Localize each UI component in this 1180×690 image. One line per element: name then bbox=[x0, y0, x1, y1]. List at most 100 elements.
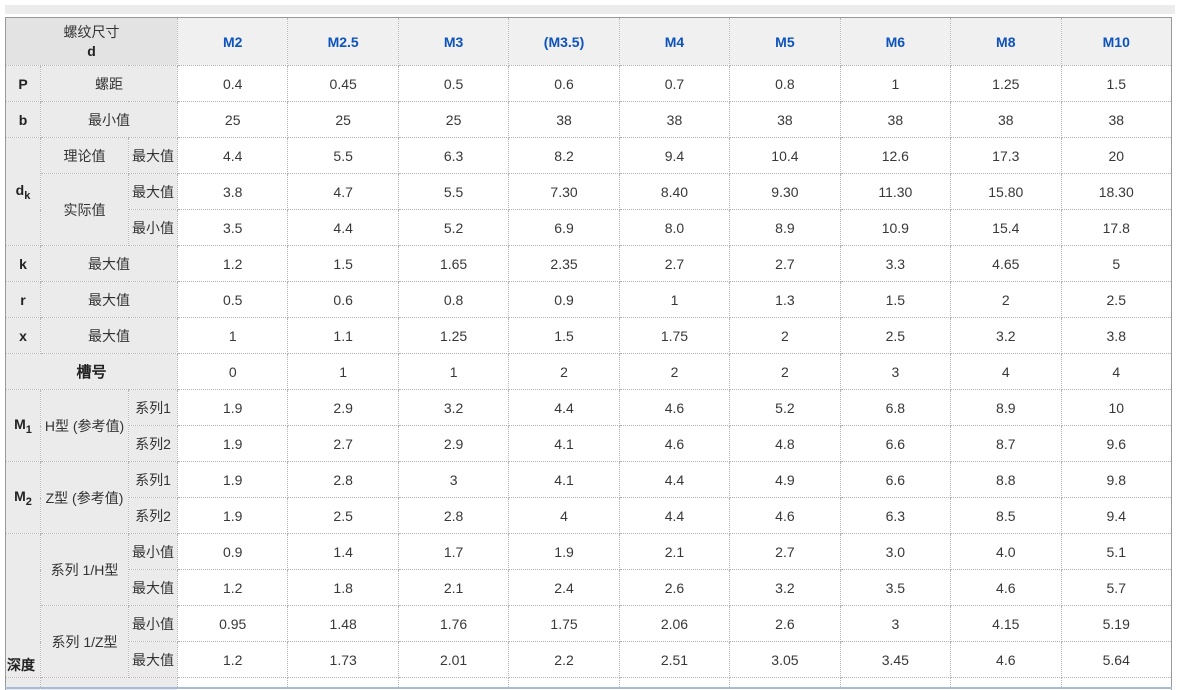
data-cell: 1.5 bbox=[839, 281, 952, 318]
top-scroll-strip bbox=[5, 5, 1175, 14]
data-cell: 0.45 bbox=[287, 65, 399, 102]
row-m1-series2: 系列2 1.9 2.7 2.9 4.1 4.6 4.8 6.6 8.7 9.6 bbox=[6, 425, 1172, 462]
data-cell: 3.5 bbox=[839, 569, 952, 606]
data-cell: 6.3 bbox=[839, 497, 952, 534]
row-depth-h-min: 深度 系列 1/H型 最小值 0.9 1.4 1.7 1.9 2.1 2.7 3.0 4.0 5… bbox=[5, 533, 1172, 678]
viewport-bottom-divider bbox=[5, 687, 1172, 689]
data-cell: 4 bbox=[1060, 353, 1172, 390]
data-cell: 5.19 bbox=[1060, 605, 1172, 642]
row-label-m1-series1: 系列1 bbox=[128, 389, 178, 426]
data-cell: 9.4 bbox=[618, 137, 731, 174]
data-cell: 4.6 bbox=[950, 569, 1062, 606]
data-cell: 4.0 bbox=[950, 533, 1062, 570]
screw-thread-dimensions-table: 螺纹尺寸 d M2 M2.5 M3 (M3.5) M4 M5 M6 M8 M10 P 螺距 0.… bbox=[5, 17, 1172, 690]
data-cell: 7.30 bbox=[508, 173, 620, 210]
data-cell: 5.7 bbox=[1060, 569, 1172, 606]
corner-symbol-d: d bbox=[87, 42, 96, 59]
data-cell: 4.4 bbox=[176, 137, 289, 174]
data-cell: 1.2 bbox=[176, 569, 289, 606]
data-cell: 2.8 bbox=[397, 497, 510, 534]
data-cell: 1.9 bbox=[176, 389, 289, 426]
data-cell: 2 bbox=[508, 353, 620, 390]
data-cell: 17.3 bbox=[950, 137, 1062, 174]
data-cell: 0.7 bbox=[618, 65, 731, 102]
data-cell: 38 bbox=[729, 101, 841, 138]
row-dk-actual-max: 实际值 最大值 3.8 4.7 5.5 7.30 8.40 9.30 11.30 15.80 1… bbox=[6, 173, 1172, 246]
dk-base: d bbox=[15, 181, 25, 198]
data-cell: 2 bbox=[729, 317, 841, 354]
data-cell: 6.6 bbox=[839, 425, 952, 462]
row-label-m2-series1: 系列1 bbox=[128, 461, 178, 498]
row-pitch: P 螺距 0.4 0.45 0.5 0.6 0.7 0.8 1 1.25 1.5 bbox=[5, 65, 1172, 102]
data-cell: 3.3 bbox=[839, 245, 952, 282]
data-cell: 4.6 bbox=[950, 641, 1062, 678]
data-cell: 1.3 bbox=[729, 281, 841, 318]
row-label-depth-h-max: 最大值 bbox=[128, 569, 178, 606]
data-cell: 10.4 bbox=[729, 137, 841, 174]
partial-label-cell bbox=[40, 677, 178, 690]
row-symbol-x: x bbox=[5, 317, 41, 354]
data-cell: 15.4 bbox=[950, 209, 1062, 246]
row-label-depth-h: 系列 1/H型 bbox=[40, 533, 129, 606]
data-cell: 5 bbox=[1060, 245, 1172, 282]
column-header: M4 bbox=[618, 17, 731, 66]
row-label-depth-z-min: 最小值 bbox=[128, 605, 178, 642]
column-header: M2.5 bbox=[287, 17, 399, 66]
data-cell: 8.5 bbox=[950, 497, 1062, 534]
m1-base: M bbox=[14, 415, 26, 432]
data-cell: 9.6 bbox=[1060, 425, 1172, 462]
data-cell: 8.7 bbox=[950, 425, 1062, 462]
data-cell: 8.9 bbox=[950, 389, 1062, 426]
data-cell: 2.51 bbox=[618, 641, 731, 678]
data-cell: 1.76 bbox=[397, 605, 510, 642]
column-header: M2 bbox=[176, 17, 289, 66]
row-label-pitch: 螺距 bbox=[40, 65, 178, 102]
data-cell: 1 bbox=[618, 281, 731, 318]
column-header: M3 bbox=[397, 17, 510, 66]
data-cell: 1.2 bbox=[176, 641, 289, 678]
data-cell: 2.6 bbox=[618, 569, 731, 606]
row-label-b-min: 最小值 bbox=[40, 101, 178, 138]
row-symbol-dk: dk bbox=[5, 137, 41, 246]
data-cell: 0.9 bbox=[508, 281, 620, 318]
data-cell: 2.9 bbox=[287, 389, 399, 426]
row-dk-actual-min: 最小值 3.5 4.4 5.2 6.9 8.0 8.9 10.9 15.4 17.8 bbox=[6, 209, 1172, 246]
data-cell: 1.1 bbox=[287, 317, 399, 354]
data-cell: 25 bbox=[176, 101, 289, 138]
data-cell: 2.01 bbox=[397, 641, 510, 678]
data-cell: 1.5 bbox=[1060, 65, 1172, 102]
data-cell: 2.06 bbox=[618, 605, 731, 642]
data-cell: 1.7 bbox=[397, 533, 510, 570]
data-cell: 4.8 bbox=[729, 425, 841, 462]
data-cell: 1.65 bbox=[397, 245, 510, 282]
column-header: M8 bbox=[950, 17, 1062, 66]
data-cell: 8.8 bbox=[950, 461, 1062, 498]
row-label-dk-actual-min: 最小值 bbox=[128, 209, 178, 246]
data-cell: 1.8 bbox=[287, 569, 399, 606]
row-label-m1-series2: 系列2 bbox=[128, 425, 178, 462]
data-cell: 1.4 bbox=[287, 533, 399, 570]
data-cell bbox=[176, 677, 289, 690]
data-cell: 1.5 bbox=[287, 245, 399, 282]
row-label-m1-type: H型 (参考值) bbox=[40, 389, 129, 462]
row-label-x-max: 最大值 bbox=[40, 317, 178, 354]
data-cell: 1 bbox=[397, 353, 510, 390]
partial-row-clipped bbox=[5, 677, 1172, 690]
row-symbol-m2: M2 bbox=[5, 461, 41, 534]
data-cell: 4.7 bbox=[287, 173, 399, 210]
row-symbol-depth: 深度 bbox=[5, 533, 41, 678]
data-cell: 1.9 bbox=[176, 461, 289, 498]
data-cell: 5.5 bbox=[397, 173, 510, 210]
data-cell: 1 bbox=[176, 317, 289, 354]
data-cell: 2.6 bbox=[729, 605, 841, 642]
data-cell: 4.4 bbox=[508, 389, 620, 426]
data-cell: 6.9 bbox=[508, 209, 620, 246]
data-cell: 8.0 bbox=[618, 209, 731, 246]
data-cell: 12.6 bbox=[839, 137, 952, 174]
header-row: 螺纹尺寸 d M2 M2.5 M3 (M3.5) M4 M5 M6 M8 M10 bbox=[5, 17, 1172, 66]
data-cell: 5.2 bbox=[729, 389, 841, 426]
row-m2-series1: M2 Z型 (参考值) 系列1 1.9 2.8 3 4.1 4.4 4.9 6.6 8.8 9.… bbox=[5, 461, 1172, 534]
data-cell: 2.5 bbox=[1060, 281, 1172, 318]
data-cell: 1.73 bbox=[287, 641, 399, 678]
